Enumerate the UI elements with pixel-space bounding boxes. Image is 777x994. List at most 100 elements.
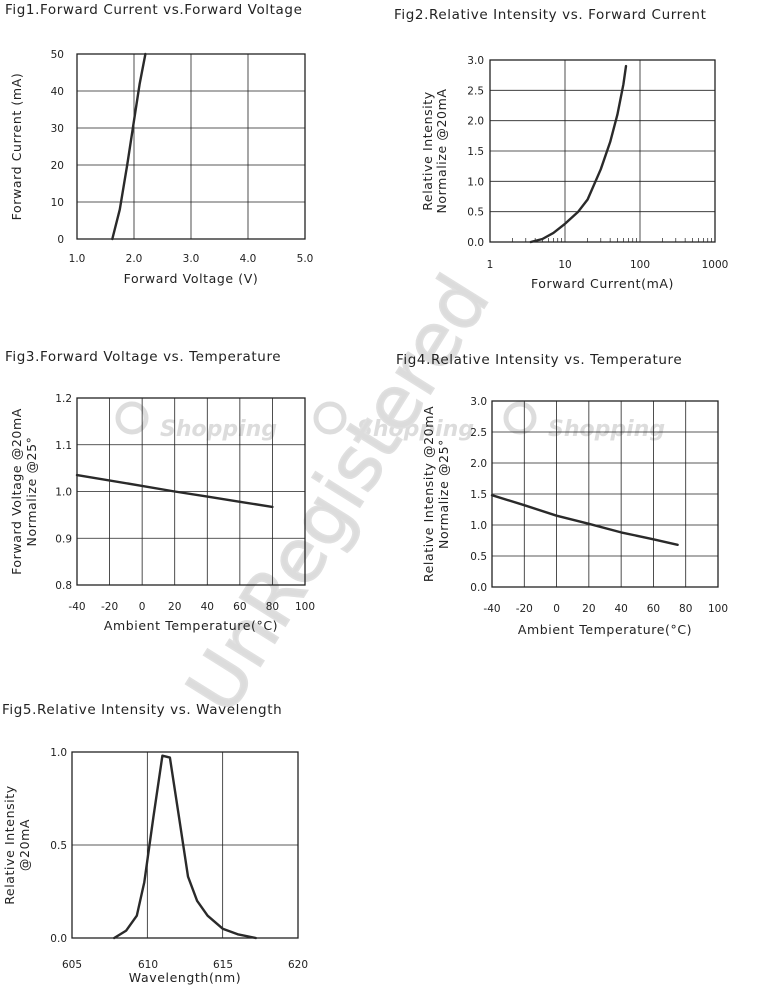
fig2-title: Fig2.Relative Intensity vs. Forward Curr… [394, 7, 706, 23]
watermark-brand-3: Shopping [548, 417, 665, 442]
fig1-x-tick-label: 4.0 [240, 253, 257, 265]
fig1-x-tick-label: 3.0 [183, 253, 200, 265]
fig3-y-axis-label-2: Normalize @25° [24, 437, 39, 547]
fig4-x-tick-label: 80 [679, 603, 692, 615]
fig1-x-tick-label: 1.0 [69, 253, 86, 265]
fig4-y-tick-label: 1.5 [470, 489, 487, 501]
fig4-y-tick-label: 1.0 [470, 520, 487, 532]
fig4-y-tick-label: 0.5 [470, 551, 487, 563]
fig5-y-tick-label: 0.5 [50, 840, 67, 852]
fig3-x-tick-label: 20 [168, 601, 181, 613]
fig1-y-axis-label: Forward Current (mA) [9, 73, 24, 221]
fig3-y-tick-label: 1.1 [55, 440, 72, 452]
fig5-y-axis-label-2: @20mA [17, 819, 32, 871]
fig2-series-line [529, 64, 628, 244]
fig4-x-tick-label: 60 [647, 603, 660, 615]
fig3-y-tick-label: 0.9 [55, 533, 72, 545]
fig4-y-axis-label-2: Normalize @25° [436, 439, 451, 549]
fig4-x-tick-label: 100 [708, 603, 728, 615]
fig3-x-tick-label: -20 [101, 601, 118, 613]
fig4-y-tick-label: 2.5 [470, 427, 487, 439]
watermark-logo-2: Shopping [313, 401, 474, 442]
fig4-x-tick-label: 20 [582, 603, 595, 615]
fig5-x-tick-label: 610 [138, 959, 158, 971]
fig1-y-tick-label: 50 [51, 49, 64, 61]
fig4-y-tick-label: 0.0 [470, 582, 487, 594]
fig4-plot-frame [491, 400, 719, 588]
fig3-x-tick-label: 0 [139, 601, 146, 613]
fig1-plot-frame [76, 53, 306, 240]
fig4-title: Fig4.Relative Intensity vs. Temperature [396, 352, 682, 368]
fig2-x-tick-label: 100 [630, 259, 650, 271]
fig3-y-tick-label: 1.0 [55, 487, 72, 499]
fig1-y-tick-label: 40 [51, 86, 64, 98]
fig5-plot-frame [71, 751, 299, 939]
fig4-y-axis-label: Relative Intensity @20mA [421, 406, 436, 582]
fig4-y-tick-label: 2.0 [470, 458, 487, 470]
fig2-y-tick-label: 3.0 [467, 55, 484, 67]
fig1-series-line [111, 52, 147, 241]
fig3-x-axis-label: Ambient Temperature(°C) [104, 618, 278, 633]
fig3-y-axis-label: Forward Voltage @20mA [9, 408, 24, 575]
fig2-y-tick-label: 1.5 [467, 146, 484, 158]
fig5-y-tick-label: 0.0 [50, 933, 67, 945]
watermark-diagonal: UnRegistered [170, 261, 506, 728]
fig1-y-tick-label: 30 [51, 123, 64, 135]
watermark-brand-1: Shopping [160, 417, 277, 442]
watermark-logo-icon [115, 401, 149, 435]
fig2-y-axis-label: Relative Intensity [420, 91, 435, 211]
fig2-x-tick-label: 1000 [702, 259, 729, 271]
fig2-y-tick-label: 0.0 [467, 237, 484, 249]
fig3-series-line [75, 473, 274, 509]
fig1-y-tick-label: 10 [51, 197, 64, 209]
fig3-x-tick-label: 80 [266, 601, 279, 613]
fig5-chart: Fig5.Relative Intensity vs. Wavelength 60… [2, 702, 308, 985]
fig3-x-tick-label: 100 [295, 601, 315, 613]
fig2-x-tick-label: 1 [487, 259, 494, 271]
fig5-x-axis-label: Wavelength(nm) [129, 970, 241, 985]
fig2-y-axis-label-2: Normalize @20mA [434, 88, 449, 213]
fig4-x-tick-label: 40 [614, 603, 627, 615]
fig3-plot-frame [76, 397, 306, 586]
fig1-x-tick-label: 5.0 [297, 253, 314, 265]
fig3-chart: Fig3.Forward Voltage vs. Temperature -40 -… [5, 349, 315, 633]
fig2-x-axis-label: Forward Current(mA) [531, 276, 674, 291]
fig5-x-tick-label: 615 [213, 959, 233, 971]
fig2-y-tick-label: 2.5 [467, 85, 484, 97]
fig4-x-tick-label: -40 [483, 603, 500, 615]
fig3-x-tick-label: 40 [201, 601, 214, 613]
watermark-logo-1: Shopping [115, 401, 277, 442]
fig5-x-tick-label: 620 [288, 959, 308, 971]
fig4-chart: Fig4.Relative Intensity vs. Temperature -… [396, 352, 728, 637]
fig3-x-tick-label: -40 [68, 601, 85, 613]
fig1-y-tick-label: 20 [51, 160, 64, 172]
fig3-y-tick-label: 1.2 [55, 393, 72, 405]
fig1-x-axis-label: Forward Voltage (V) [124, 271, 259, 286]
fig5-series-line [113, 754, 257, 940]
watermark-logo-icon [313, 401, 347, 435]
fig1-y-tick-label: 0 [57, 234, 64, 246]
fig5-title: Fig5.Relative Intensity vs. Wavelength [2, 702, 282, 718]
fig3-x-tick-label: 60 [233, 601, 246, 613]
fig1-chart: Fig1.Forward Current vs.Forward Voltage 1… [5, 2, 313, 286]
fig2-chart: Fig2.Relative Intensity vs. Forward Curr… [394, 7, 728, 291]
fig4-x-axis-label: Ambient Temperature(°C) [518, 622, 692, 637]
fig4-y-tick-label: 3.0 [470, 396, 487, 408]
watermark-logo-icon [503, 401, 537, 435]
fig2-y-tick-label: 1.0 [467, 176, 484, 188]
fig3-title: Fig3.Forward Voltage vs. Temperature [5, 349, 281, 365]
fig1-x-tick-label: 2.0 [126, 253, 143, 265]
watermark-brand-2: Shopping [357, 417, 474, 442]
fig4-x-tick-label: 0 [553, 603, 560, 615]
fig3-y-tick-label: 0.8 [55, 580, 72, 592]
fig5-y-tick-label: 1.0 [50, 747, 67, 759]
fig5-x-tick-label: 605 [62, 959, 82, 971]
charts-layer: Fig1.Forward Current vs.Forward Voltage 1… [2, 2, 728, 985]
fig2-x-tick-label: 10 [558, 259, 571, 271]
fig2-plot-frame [489, 59, 716, 243]
fig4-x-tick-label: -20 [516, 603, 533, 615]
fig5-y-axis-label: Relative Intensity [2, 785, 17, 905]
watermark-logo-3: Shopping [503, 401, 665, 442]
fig2-y-tick-label: 2.0 [467, 116, 484, 128]
